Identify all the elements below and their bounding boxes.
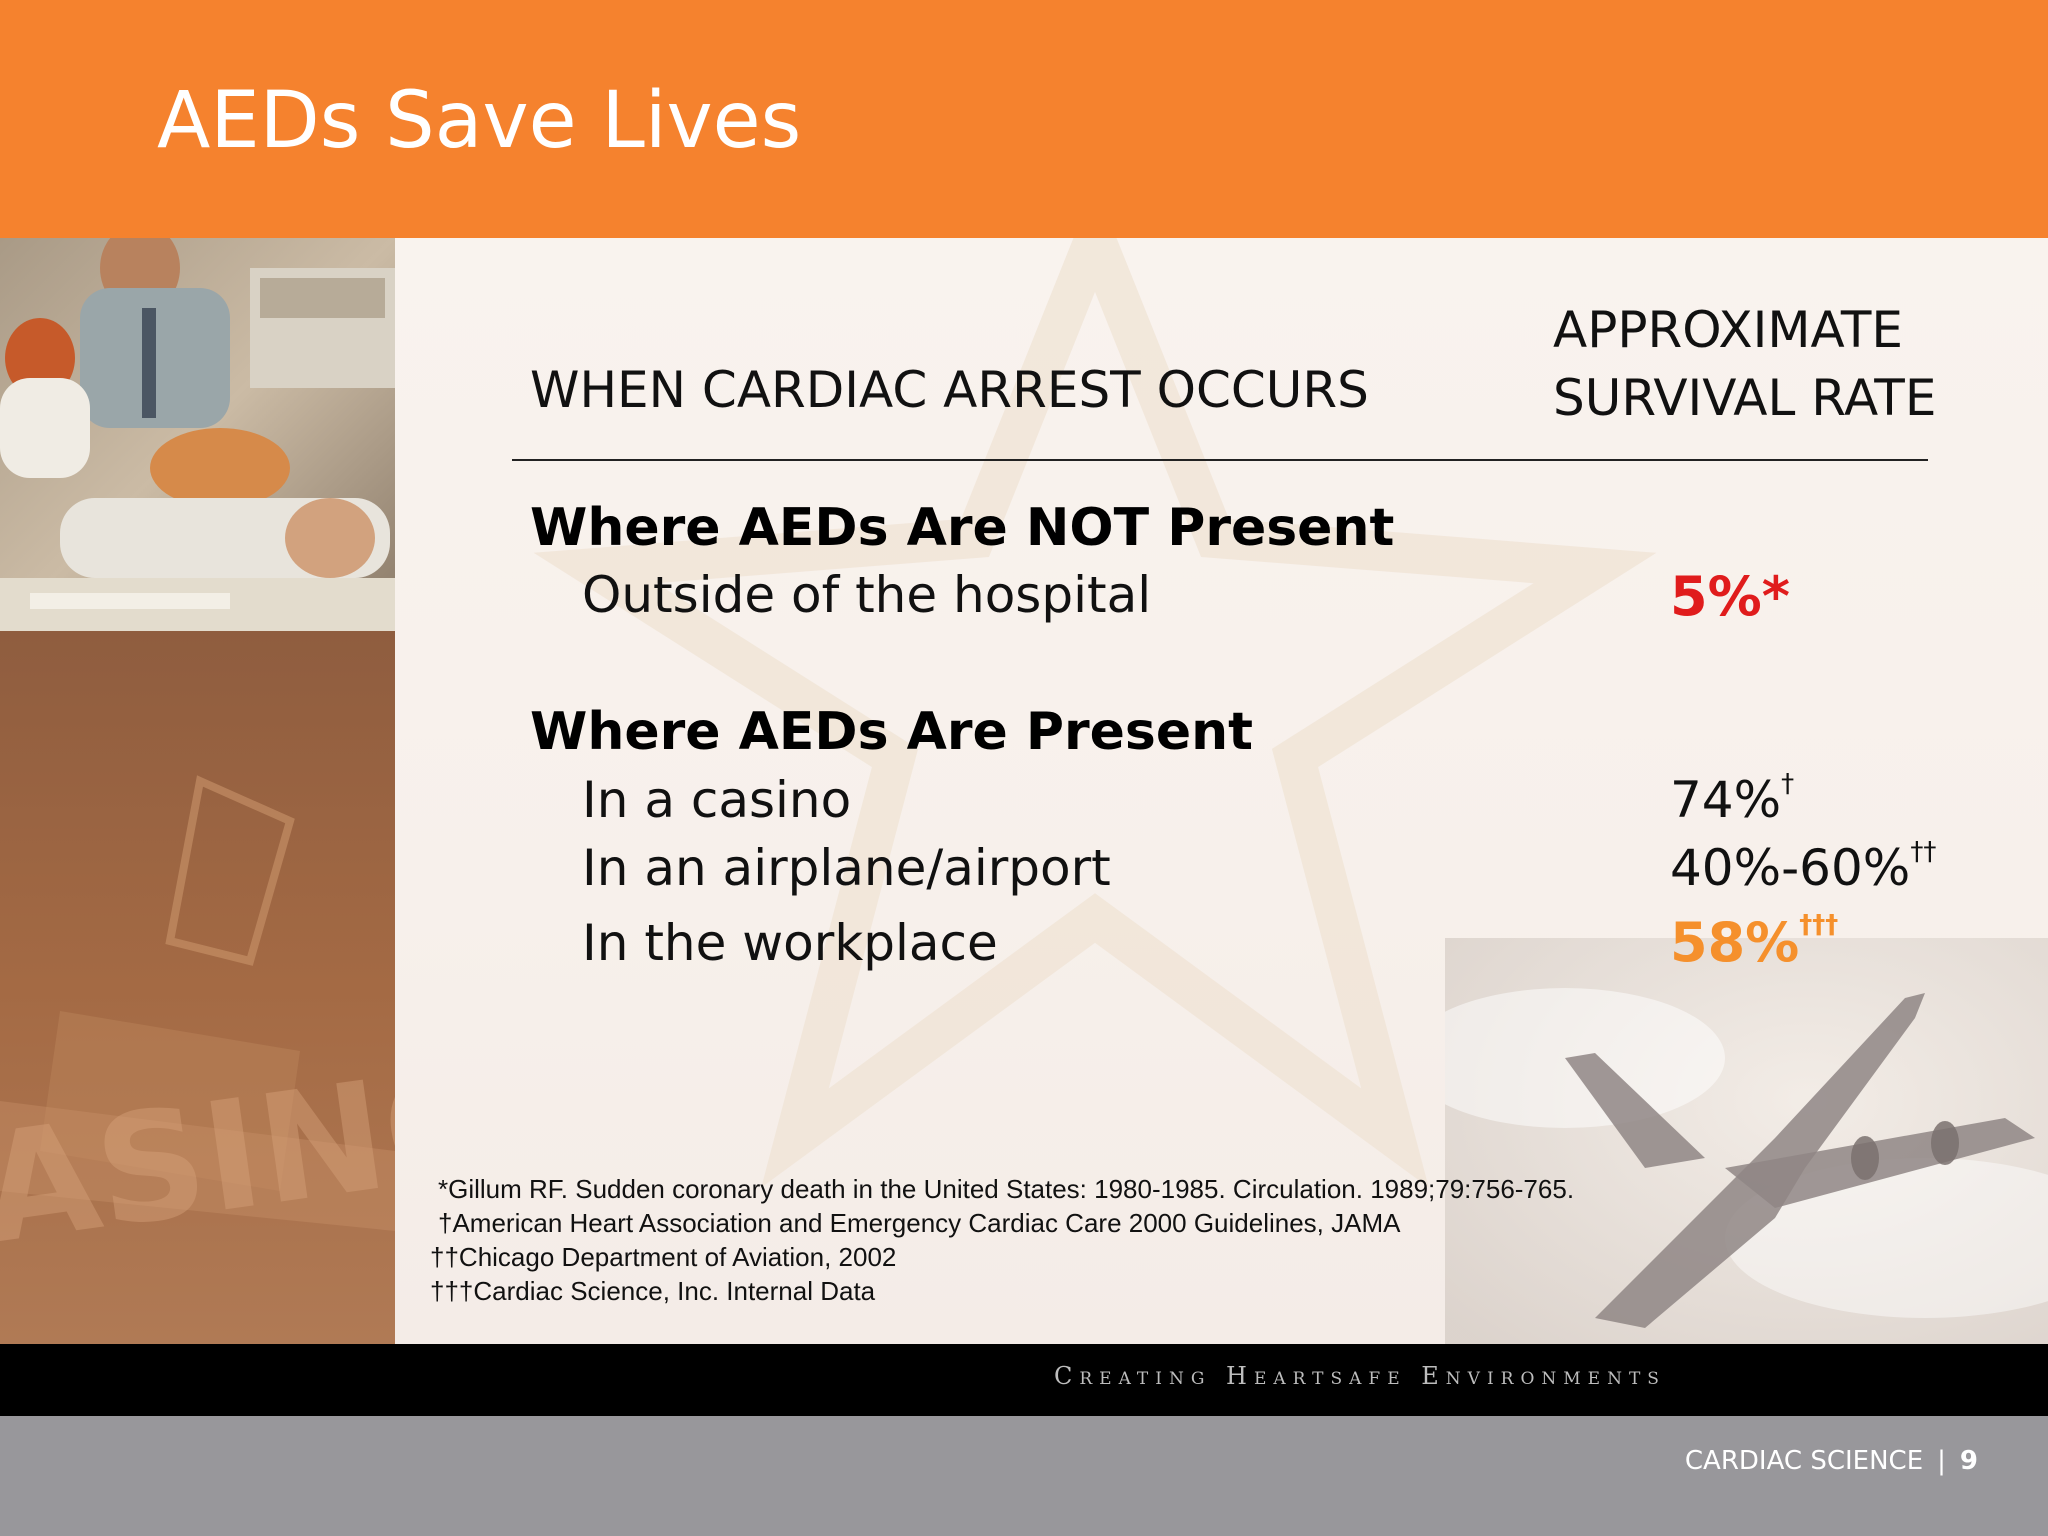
footer-separator: | — [1937, 1446, 1946, 1476]
cpr-scene-photo — [0, 238, 395, 631]
header-bar — [0, 0, 2048, 238]
rate-value: 40%-60% — [1670, 839, 1911, 897]
star-watermark — [533, 238, 1657, 1188]
row-label-airplane: In an airplane/airport — [582, 839, 1111, 897]
rate-airplane: 40%-60%†† — [1670, 839, 1936, 893]
footnote-2: †American Heart Association and Emergenc… — [438, 1208, 1401, 1238]
rate-footnote-mark: * — [1761, 565, 1790, 628]
left-image-panel: ASINO — [0, 238, 395, 1344]
casino-background-image: ASINO — [0, 631, 395, 1344]
content-area — [395, 238, 2048, 1344]
footnote-3: ††Chicago Department of Aviation, 2002 — [430, 1242, 897, 1272]
section-heading-not-present: Where AEDs Are NOT Present — [530, 498, 1395, 558]
column-header-survival-rate: APPROXIMATE SURVIVAL RATE — [1553, 296, 1936, 432]
row-label-outside-hospital: Outside of the hospital — [582, 566, 1152, 624]
rate-footnote-mark: †† — [1910, 837, 1937, 867]
footnote-1: *Gillum RF. Sudden coronary death in the… — [438, 1174, 1575, 1204]
tagline: Creating Heartsafe Environments — [1054, 1362, 1666, 1390]
column-header-line2: SURVIVAL RATE — [1553, 369, 1937, 427]
footnote-4: †††Cardiac Science, Inc. Internal Data — [430, 1276, 876, 1306]
tagline-bar — [0, 1344, 2048, 1416]
column-header-when: WHEN CARDIAC ARREST OCCURS — [530, 361, 1369, 419]
row-label-workplace: In the workplace — [582, 914, 998, 972]
rate-value: 5% — [1670, 565, 1762, 628]
header-divider — [512, 459, 1928, 461]
slide-title: AEDs Save Lives — [157, 76, 802, 166]
rate-value: 74% — [1670, 771, 1782, 829]
rate-workplace: 58%††† — [1670, 912, 1838, 970]
airplane-background-image — [1445, 938, 2048, 1344]
rate-value: 58% — [1670, 911, 1800, 974]
rate-outside-hospital: 5%* — [1670, 570, 1790, 624]
page-number: 9 — [1959, 1446, 1978, 1476]
footer-branding: CARDIAC SCIENCE | 9 — [1685, 1446, 1978, 1476]
column-header-line1: APPROXIMATE — [1553, 301, 1903, 359]
section-heading-present: Where AEDs Are Present — [530, 702, 1254, 762]
row-label-casino: In a casino — [582, 771, 852, 829]
footnotes: *Gillum RF. Sudden coronary death in the… — [430, 1172, 1574, 1308]
footer-company: CARDIAC SCIENCE — [1684, 1446, 1924, 1476]
rate-footnote-mark: ††† — [1799, 910, 1839, 940]
rate-casino: 74%† — [1670, 771, 1794, 825]
footer-bar — [0, 1416, 2048, 1536]
rate-footnote-mark: † — [1781, 769, 1795, 799]
